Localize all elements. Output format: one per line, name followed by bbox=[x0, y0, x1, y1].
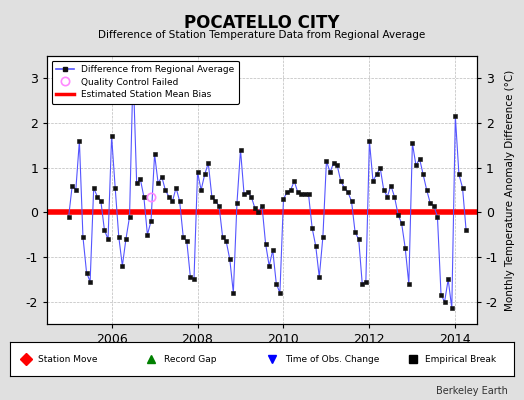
Text: Station Move: Station Move bbox=[38, 354, 97, 364]
Text: Empirical Break: Empirical Break bbox=[425, 354, 497, 364]
Text: Berkeley Earth: Berkeley Earth bbox=[436, 386, 508, 396]
Legend: Difference from Regional Average, Quality Control Failed, Estimated Station Mean: Difference from Regional Average, Qualit… bbox=[52, 60, 239, 104]
Text: POCATELLO CITY: POCATELLO CITY bbox=[184, 14, 340, 32]
Text: Record Gap: Record Gap bbox=[164, 354, 216, 364]
Text: Difference of Station Temperature Data from Regional Average: Difference of Station Temperature Data f… bbox=[99, 30, 425, 40]
Y-axis label: Monthly Temperature Anomaly Difference (°C): Monthly Temperature Anomaly Difference (… bbox=[505, 69, 515, 311]
Text: Time of Obs. Change: Time of Obs. Change bbox=[285, 354, 379, 364]
